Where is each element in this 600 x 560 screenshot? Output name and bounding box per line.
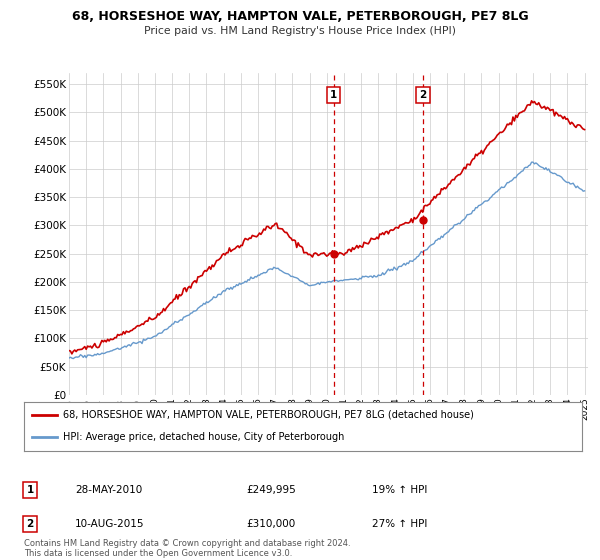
Text: 68, HORSESHOE WAY, HAMPTON VALE, PETERBOROUGH, PE7 8LG (detached house): 68, HORSESHOE WAY, HAMPTON VALE, PETERBO… [63, 410, 474, 420]
Text: 19% ↑ HPI: 19% ↑ HPI [372, 485, 427, 495]
Text: 68, HORSESHOE WAY, HAMPTON VALE, PETERBOROUGH, PE7 8LG: 68, HORSESHOE WAY, HAMPTON VALE, PETERBO… [71, 10, 529, 23]
Text: This data is licensed under the Open Government Licence v3.0.: This data is licensed under the Open Gov… [24, 549, 292, 558]
Text: 10-AUG-2015: 10-AUG-2015 [75, 519, 145, 529]
Text: 28-MAY-2010: 28-MAY-2010 [75, 485, 142, 495]
Text: £310,000: £310,000 [246, 519, 295, 529]
Text: HPI: Average price, detached house, City of Peterborough: HPI: Average price, detached house, City… [63, 432, 344, 442]
Text: £249,995: £249,995 [246, 485, 296, 495]
Text: 27% ↑ HPI: 27% ↑ HPI [372, 519, 427, 529]
Text: Contains HM Land Registry data © Crown copyright and database right 2024.: Contains HM Land Registry data © Crown c… [24, 539, 350, 548]
Text: 2: 2 [26, 519, 34, 529]
Text: 1: 1 [26, 485, 34, 495]
Text: Price paid vs. HM Land Registry's House Price Index (HPI): Price paid vs. HM Land Registry's House … [144, 26, 456, 36]
Text: 1: 1 [330, 90, 337, 100]
Text: 2: 2 [419, 90, 427, 100]
